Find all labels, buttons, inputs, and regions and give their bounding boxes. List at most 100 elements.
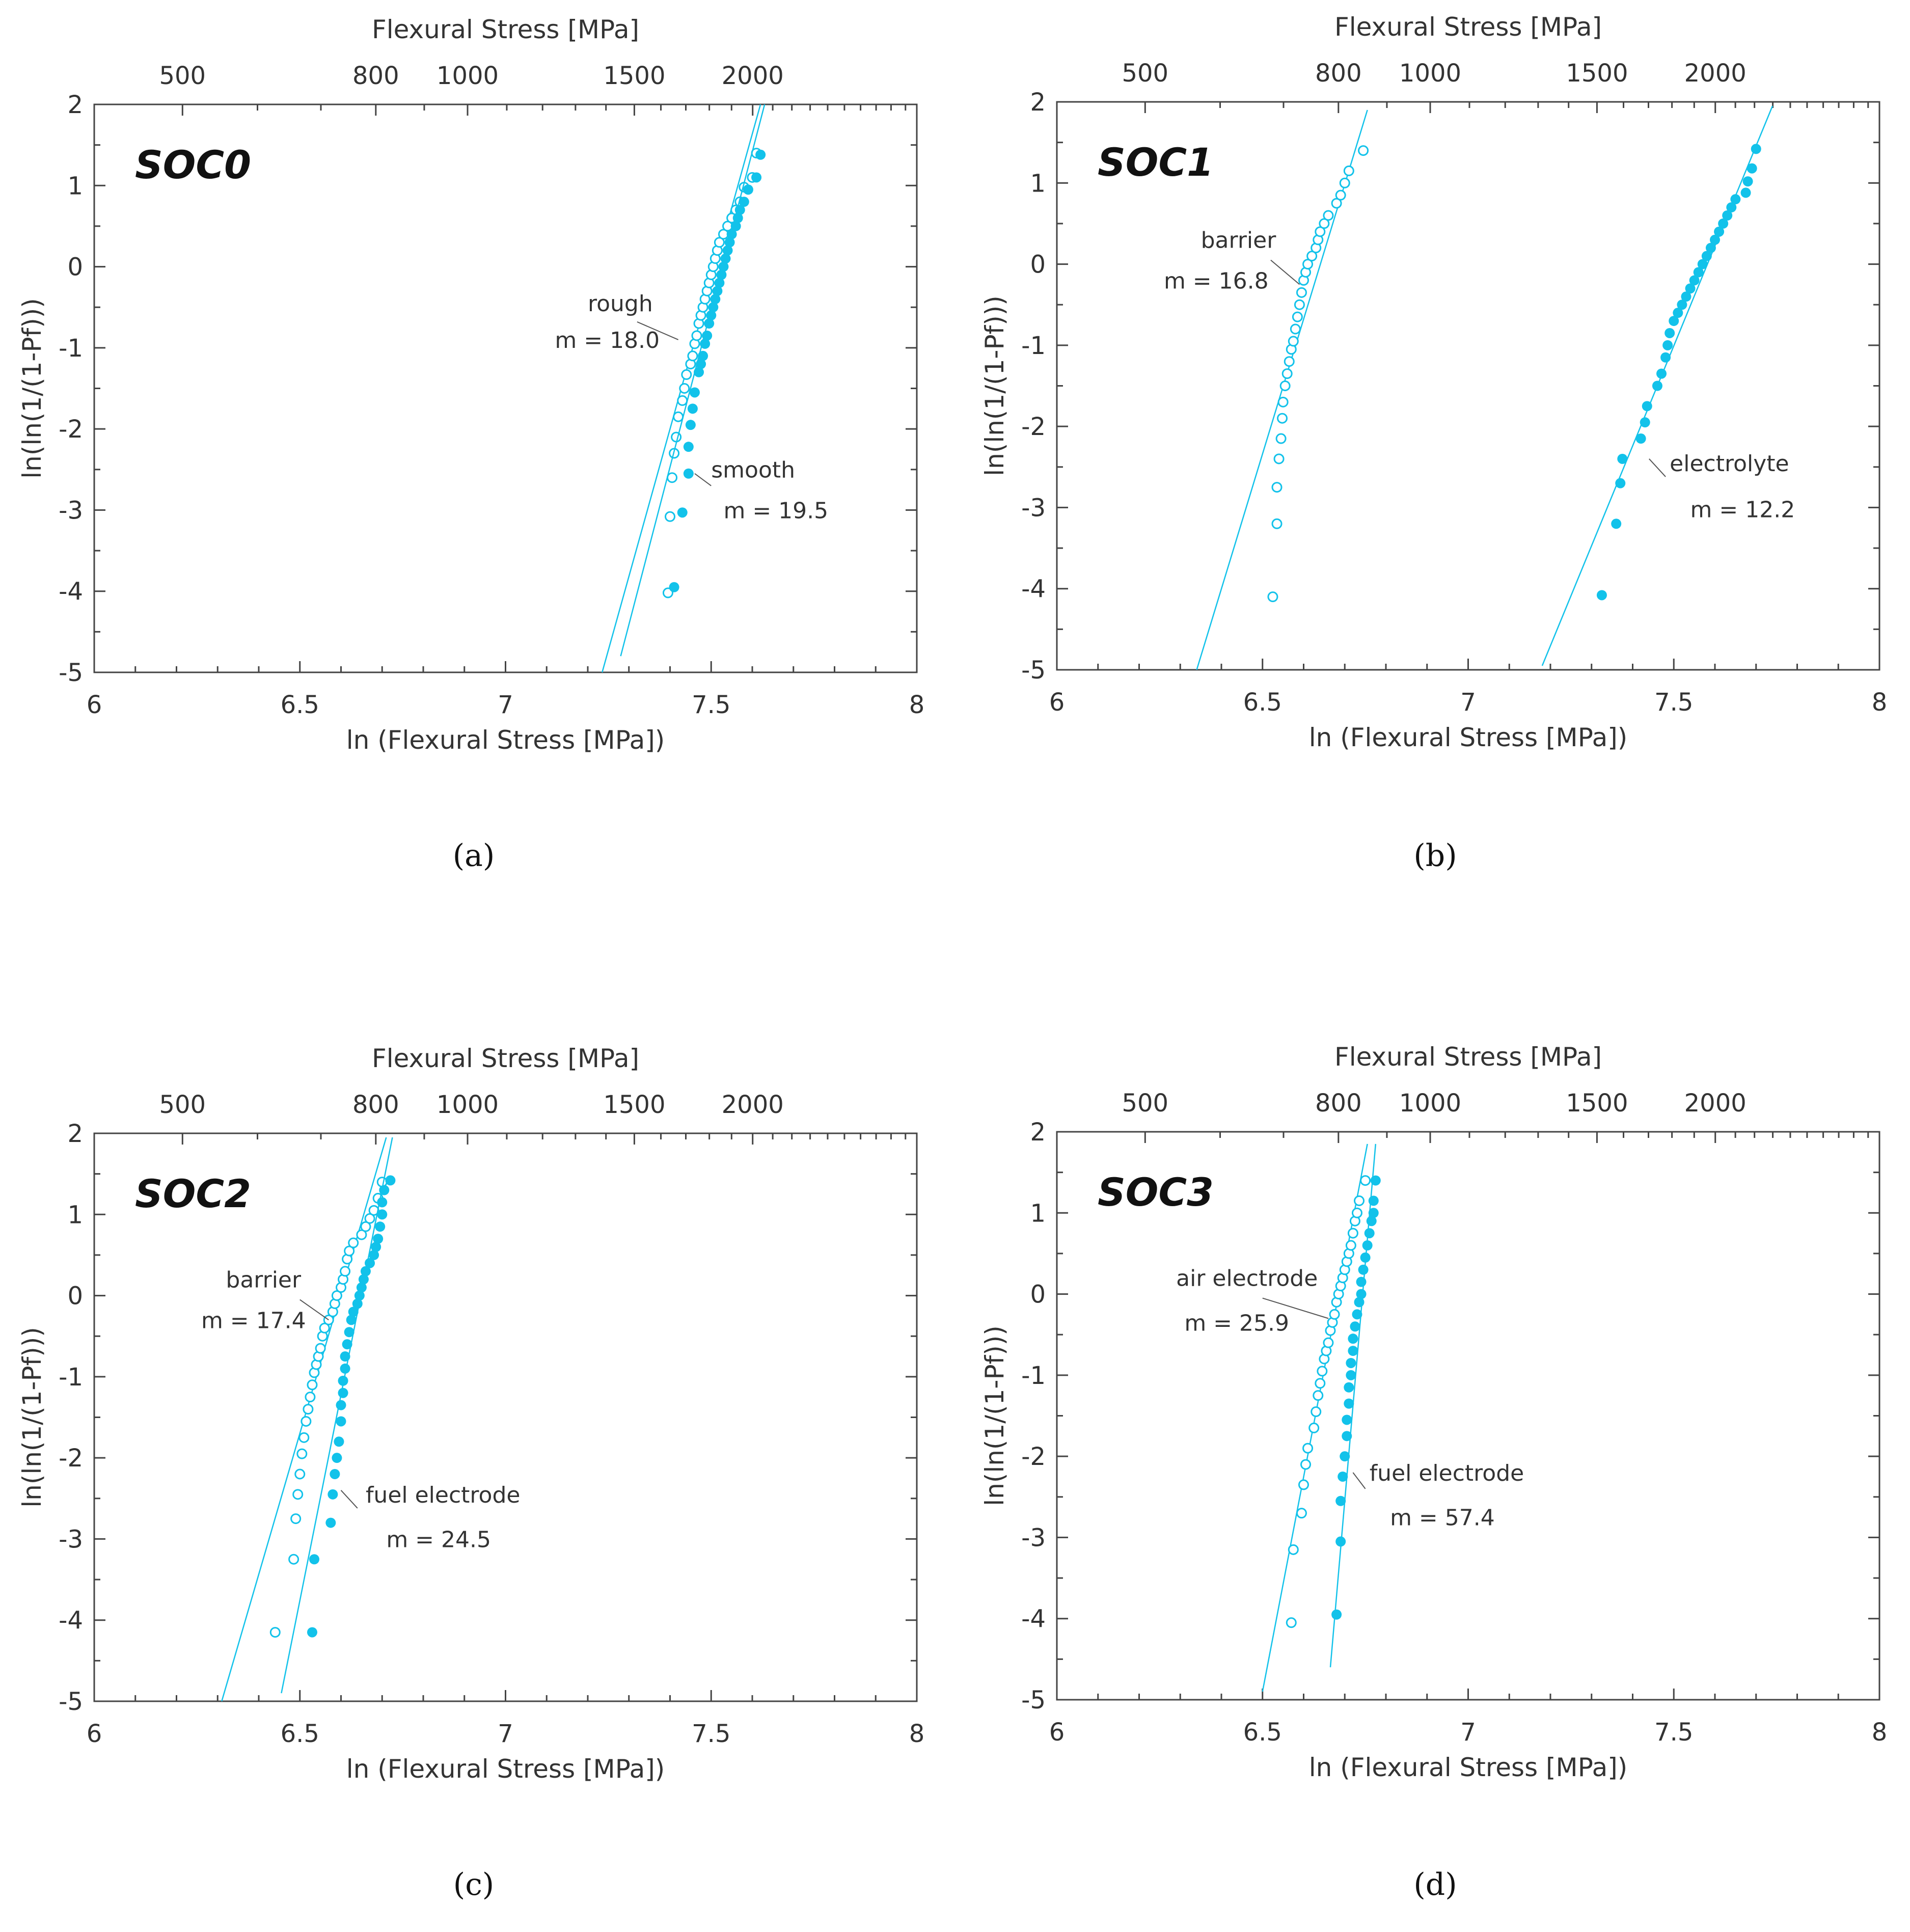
data-point	[342, 1339, 352, 1350]
data-point	[673, 411, 684, 422]
data-point	[685, 420, 696, 430]
data-point	[305, 1392, 316, 1403]
data-point	[1273, 453, 1285, 465]
data-point	[1317, 1366, 1328, 1377]
x-axis-title: ln (Flexural Stress [MPa])	[1309, 1753, 1628, 1782]
data-point	[1642, 401, 1652, 412]
data-point	[1345, 1240, 1356, 1251]
data-point	[1335, 1495, 1346, 1506]
data-point	[377, 1197, 388, 1208]
x2-tick-label: 800	[352, 1091, 399, 1119]
data-point	[732, 213, 743, 223]
y-tick-label: 0	[1030, 251, 1046, 279]
data-point	[1356, 1289, 1367, 1299]
y-tick-label: -2	[1021, 1443, 1046, 1471]
data-point	[332, 1453, 342, 1463]
data-point	[1271, 482, 1283, 493]
x2-tick-label: 1000	[436, 1091, 499, 1119]
data-point	[1364, 1228, 1375, 1239]
data-point	[1354, 1297, 1365, 1308]
plot-frame	[93, 103, 918, 673]
x-tick-label: 8	[909, 1720, 925, 1748]
y-axis-title: ln(ln(1/(1-Pf)))	[17, 298, 47, 478]
annotation-leader-line	[1649, 458, 1666, 477]
data-point	[1319, 218, 1330, 229]
x-axis-title: ln (Flexural Stress [MPa])	[1309, 723, 1628, 752]
data-point	[364, 1213, 375, 1224]
data-point	[371, 1242, 381, 1252]
data-point	[377, 1209, 388, 1220]
data-point	[687, 403, 698, 414]
data-point	[1348, 1346, 1358, 1356]
data-point	[1279, 380, 1291, 391]
data-point	[714, 237, 725, 248]
x2-tick-label: 1000	[1399, 1089, 1461, 1118]
data-point	[1722, 210, 1733, 221]
annotation: barrier m = 16.8	[1164, 228, 1300, 294]
data-point	[1701, 251, 1712, 261]
x-tick-label: 6	[1049, 1718, 1065, 1747]
data-point	[1271, 518, 1283, 529]
data-point	[1370, 1175, 1381, 1186]
y-tick-label: -4	[59, 578, 83, 606]
data-point	[290, 1513, 302, 1525]
data-point	[698, 350, 708, 361]
x2-tick-label: 800	[352, 62, 399, 90]
data-point	[1356, 1276, 1367, 1287]
x-tick-label: 7.5	[1654, 1718, 1693, 1747]
data-point	[679, 383, 690, 394]
y-tick-label: -2	[59, 415, 83, 444]
y-axis-title: ln(ln(1/(1-Pf)))	[980, 1325, 1009, 1506]
data-point	[730, 221, 741, 231]
data-point	[1277, 396, 1289, 407]
data-point	[1360, 1252, 1371, 1263]
data-point	[1300, 1459, 1312, 1470]
data-point	[1302, 259, 1314, 270]
x-tick-label: 7.5	[692, 1720, 730, 1748]
data-point	[309, 1554, 320, 1565]
plot-frame	[93, 1132, 918, 1702]
data-point	[726, 229, 737, 239]
annotation-series-name: fuel electrode	[366, 1482, 521, 1508]
data-point	[340, 1266, 351, 1277]
data-point	[1596, 590, 1607, 601]
data-point	[1366, 1216, 1377, 1227]
data-point	[1342, 1414, 1352, 1425]
data-point	[1350, 1321, 1360, 1332]
data-point	[714, 278, 725, 288]
x-tick-label: 6	[1049, 688, 1065, 717]
data-point	[315, 1343, 326, 1354]
y-tick-label: -1	[1021, 1362, 1046, 1390]
data-point	[1362, 1240, 1373, 1250]
data-point	[722, 245, 733, 256]
data-point	[716, 269, 727, 280]
x2-axis-title: Flexural Stress [MPa]	[372, 1044, 639, 1073]
data-point	[702, 330, 713, 341]
y-tick-label: -2	[1021, 413, 1046, 441]
data-point	[1652, 380, 1662, 391]
y-tick-label: 0	[67, 253, 83, 282]
data-point	[665, 511, 675, 522]
y-tick-label: -1	[59, 1363, 83, 1392]
data-point	[739, 197, 749, 207]
data-point	[1290, 323, 1301, 335]
x-tick-label: 7.5	[692, 691, 730, 719]
data-point	[354, 1290, 365, 1301]
y-tick-label: 2	[1030, 1118, 1046, 1147]
annotation-leader-line	[1262, 1297, 1329, 1319]
data-point	[1277, 413, 1288, 424]
annotation-weibull-modulus: m = 19.5	[723, 498, 828, 524]
data-point	[356, 1229, 367, 1240]
data-point	[1342, 1431, 1352, 1441]
data-point	[369, 1249, 379, 1260]
y-tick-label: -5	[59, 659, 83, 687]
data-point	[1354, 1195, 1365, 1206]
data-point	[348, 1307, 359, 1317]
y-tick-label: -1	[59, 334, 83, 363]
x-tick-label: 6.5	[281, 691, 319, 719]
data-point	[704, 318, 715, 329]
data-point	[336, 1416, 346, 1427]
chart-panel-soc2: 2 1 0 -1 -2 -3 -4 -56 6.5 7 7.5 8 500 800 1000 1500 2000…	[17, 1044, 924, 1902]
x-axis-title: ln (Flexural Stress [MPa])	[346, 725, 665, 755]
data-point	[1284, 356, 1295, 367]
